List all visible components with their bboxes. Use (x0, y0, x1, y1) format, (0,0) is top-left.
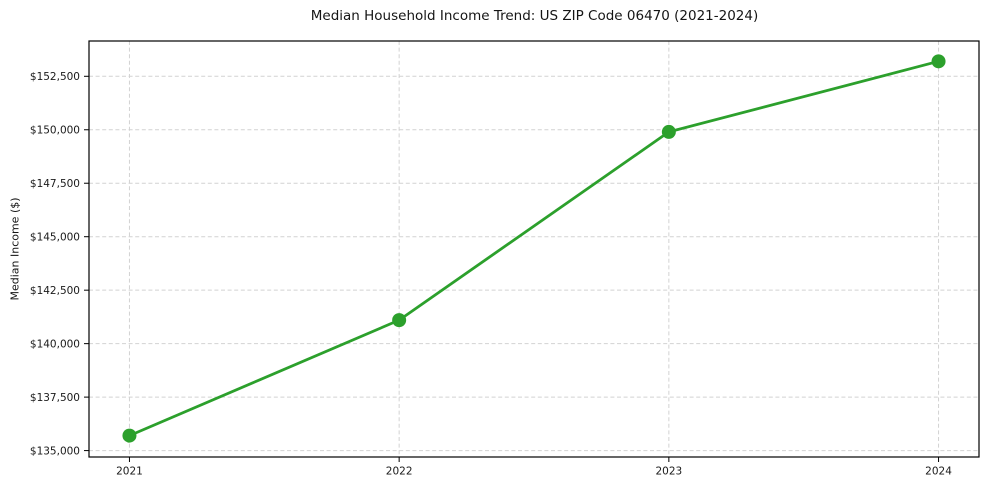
trend-line (128, 59, 940, 438)
x-tick-label: 2023 (655, 466, 682, 478)
y-tick-label: $140,000 (30, 338, 80, 350)
data-point (392, 313, 407, 328)
x-tick-label: 2021 (116, 466, 143, 478)
data-point (122, 428, 137, 443)
data-point (661, 124, 676, 139)
plot-border (88, 40, 980, 458)
y-tick-label: $145,000 (30, 231, 80, 243)
y-tick-label: $137,500 (30, 392, 80, 404)
chart-title: Median Household Income Trend: US ZIP Co… (310, 8, 759, 24)
y-tick-label: $147,500 (30, 178, 80, 190)
y-tick-label: $152,500 (30, 71, 80, 83)
data-point (931, 54, 946, 69)
x-tick-label: 2022 (386, 466, 413, 478)
y-tick-label: $150,000 (30, 124, 80, 136)
x-tick-label: 2024 (925, 466, 952, 478)
y-tick-label: $135,000 (30, 445, 80, 457)
y-tick-label: $142,500 (30, 285, 80, 297)
